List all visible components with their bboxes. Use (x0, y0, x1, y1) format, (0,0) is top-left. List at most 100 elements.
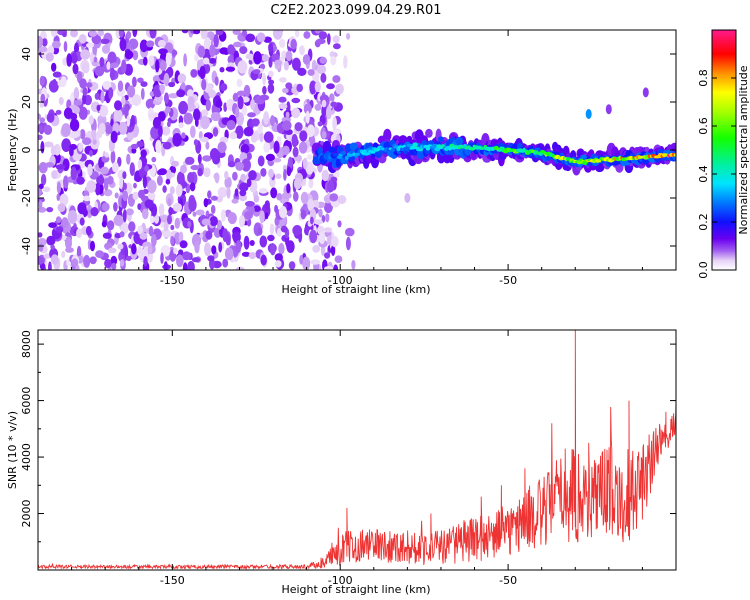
noise-speckle (181, 30, 189, 34)
noise-speckle (127, 85, 136, 98)
noise-speckle (72, 63, 79, 75)
signal-halo (383, 128, 392, 142)
noise-speckle (237, 60, 248, 74)
noise-speckle (157, 125, 163, 137)
noise-speckle (310, 259, 321, 265)
noise-speckle (285, 82, 293, 89)
noise-speckle (139, 39, 149, 53)
noise-speckle (335, 83, 344, 95)
noise-speckle (43, 124, 53, 135)
noise-speckle (132, 30, 138, 37)
isolated-blob (585, 109, 592, 119)
noise-speckle (79, 217, 85, 226)
signal-band (317, 147, 323, 155)
noise-speckle (257, 123, 263, 134)
noise-speckle (324, 266, 334, 270)
noise-speckle (152, 117, 161, 129)
signal-core (340, 151, 346, 156)
noise-speckle (184, 156, 195, 165)
noise-speckle (174, 217, 180, 229)
noise-speckle (278, 103, 288, 110)
noise-speckle (243, 126, 254, 137)
noise-speckle (158, 203, 165, 216)
chart-title: C2E2.2023.099.04.29.R01 (270, 3, 441, 18)
noise-speckle (260, 168, 267, 177)
noise-speckle (39, 101, 44, 108)
noise-speckle (246, 152, 252, 161)
colorbar: 0.0 0.2 0.4 0.6 0.8 Normalized spectral ampl… (697, 29, 750, 279)
noise-speckle (158, 48, 168, 55)
noise-speckle (119, 259, 125, 267)
colorbar-tick-label: 0.2 (697, 213, 710, 231)
noise-speckle (38, 134, 43, 140)
noise-speckle (239, 182, 249, 192)
noise-speckle (139, 232, 148, 240)
noise-speckle (43, 253, 51, 259)
isolated-blob (404, 193, 411, 203)
noise-speckle (166, 169, 172, 181)
noise-speckle (227, 44, 235, 55)
noise-speckle (281, 192, 292, 200)
noise-speckle (195, 209, 205, 216)
noise-speckle (263, 36, 272, 43)
noise-speckle (129, 162, 135, 177)
noise-speckle (152, 75, 161, 84)
noise-speckle (183, 112, 193, 125)
noise-speckle (112, 161, 119, 173)
noise-speckle (100, 166, 109, 175)
noise-speckle (210, 195, 218, 201)
noise-speckle (201, 78, 207, 91)
noise-speckle (178, 122, 184, 129)
colorbar-tick-label: 0.8 (697, 69, 710, 87)
noise-speckle (279, 38, 286, 49)
noise-speckle (219, 67, 225, 73)
noise-speckle (288, 261, 296, 270)
noise-speckle (50, 254, 59, 265)
noise-speckle (275, 173, 282, 179)
noise-speckle (76, 228, 83, 239)
noise-speckle (268, 168, 274, 178)
noise-speckle (205, 141, 210, 150)
noise-speckle (181, 82, 186, 91)
noise-speckle (244, 211, 253, 220)
colorbar-tick-label: 0.0 (697, 261, 710, 279)
signal-core (405, 146, 411, 151)
noise-speckle (222, 258, 229, 268)
noise-speckle (292, 225, 303, 236)
noise-speckle (128, 221, 136, 232)
noise-speckle (40, 173, 47, 186)
noise-speckle (187, 96, 195, 106)
noise-speckle (38, 183, 44, 190)
colorbar-tick-label: 0.4 (697, 165, 710, 183)
noise-speckle (332, 116, 337, 130)
noise-speckle (50, 145, 56, 156)
noise-speckle (310, 216, 314, 225)
noise-speckle (305, 110, 310, 124)
noise-speckle (175, 184, 183, 197)
spectrogram-marks (38, 30, 676, 270)
noise-speckle (227, 212, 237, 225)
noise-speckle (203, 57, 210, 65)
noise-speckle (263, 141, 271, 153)
noise-speckle (272, 30, 283, 40)
noise-speckle (165, 106, 171, 114)
noise-speckle (314, 103, 322, 111)
noise-speckle (63, 41, 68, 53)
noise-speckle (291, 133, 298, 148)
noise-speckle (140, 149, 147, 158)
noise-speckle (83, 195, 91, 202)
noise-speckle (66, 259, 70, 266)
noise-speckle (70, 166, 77, 181)
noise-speckle (90, 207, 99, 217)
noise-speckle (132, 76, 137, 88)
noise-speckle (235, 240, 242, 253)
noise-speckle (250, 99, 256, 110)
noise-speckle (295, 154, 302, 162)
noise-speckle (38, 255, 44, 265)
noise-speckle (159, 60, 167, 71)
noise-speckle (80, 49, 91, 60)
noise-speckle (119, 231, 125, 238)
noise-speckle (279, 77, 287, 83)
noise-speckle (61, 217, 69, 229)
noise-speckle (297, 67, 307, 76)
